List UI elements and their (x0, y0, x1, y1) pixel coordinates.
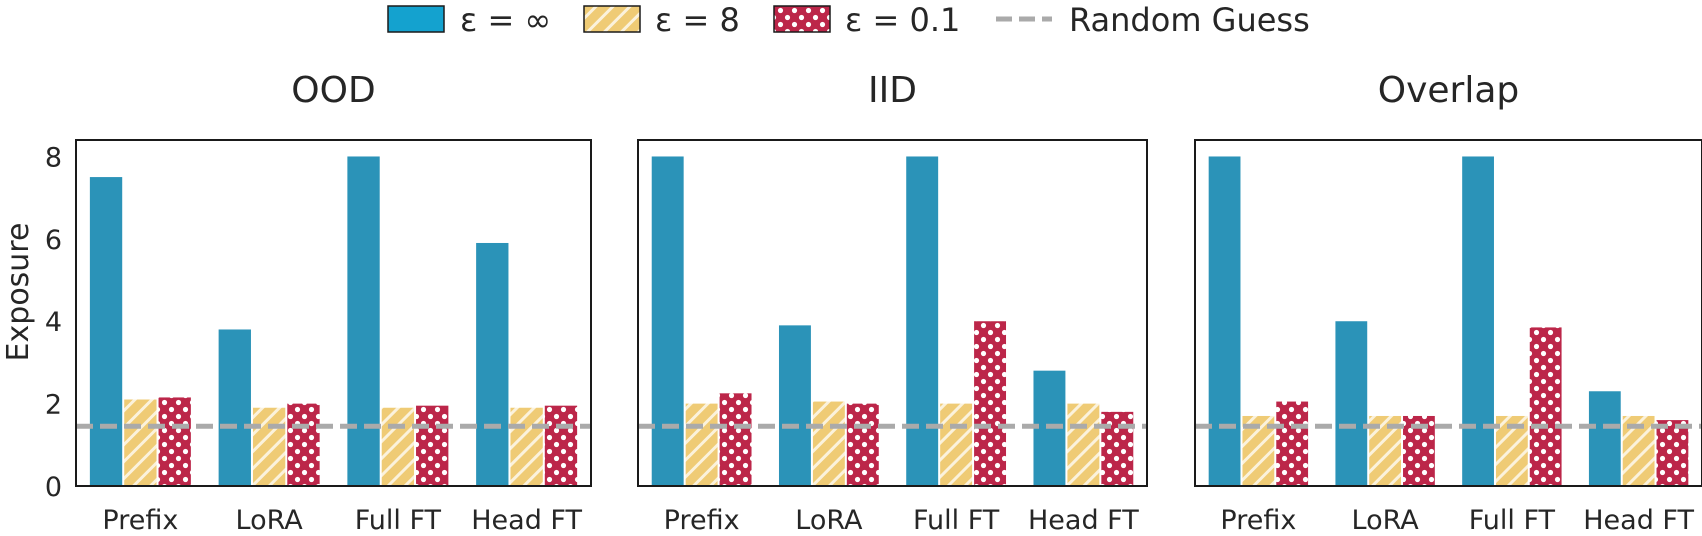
bar (906, 156, 939, 486)
x-tick-label: Prefix (1220, 505, 1296, 536)
x-tick-label: LoRA (795, 505, 863, 536)
legend-entry: ε = 8 (583, 1, 740, 39)
legend-entry: ε = 0.1 (773, 1, 960, 39)
legend-entry: Random Guess (996, 1, 1310, 39)
axes-frame (75, 139, 592, 487)
bar (544, 405, 578, 486)
bar (218, 329, 251, 486)
x-tick-label: Prefix (102, 505, 178, 536)
axes-frame (1194, 139, 1702, 487)
x-tick-label: Full FT (913, 505, 1000, 536)
bar (510, 407, 543, 486)
x-tick-label: LoRA (236, 505, 304, 536)
legend-swatch (583, 5, 641, 33)
bar (158, 397, 191, 486)
x-tick-label: Full FT (355, 505, 442, 536)
y-axis-label: Exposure (1, 223, 36, 362)
panel-title: Overlap (1378, 70, 1520, 111)
panel: Overlap Prefix LoRA Full FT Head FT (1194, 70, 1702, 536)
y-tick-label: 6 (45, 225, 62, 256)
bar (778, 325, 811, 486)
bar (974, 321, 1007, 486)
bar (1276, 401, 1309, 486)
legend-label: ε = 0.1 (845, 1, 960, 39)
panel: IID Prefix LoRA Full FT Head FT (637, 70, 1148, 536)
bar (1588, 391, 1621, 486)
bar (124, 399, 157, 486)
panels: OOD Prefix LoRA Full FT Head FT 0 2 4 6 8 IID Prefi… (45, 70, 1702, 536)
x-tick-label: Head FT (471, 505, 582, 536)
bar (1335, 321, 1368, 486)
y-tick-label: 0 (45, 472, 62, 503)
bar (1208, 156, 1241, 486)
bar (381, 407, 415, 486)
legend-label: ε = ∞ (460, 1, 551, 39)
x-tick-label: Head FT (1583, 505, 1694, 536)
bar (812, 401, 845, 486)
bar (476, 242, 509, 486)
y-tick-label: 8 (45, 142, 62, 173)
bar (846, 403, 879, 486)
bar (1101, 411, 1134, 486)
panel: OOD Prefix LoRA Full FT Head FT 0 2 4 6 8 (45, 70, 592, 536)
legend: ε = ∞ ε = 8 ε = 0.1 Random Guess (387, 1, 1310, 39)
x-tick-label: LoRA (1352, 505, 1420, 536)
x-tick-label: Head FT (1028, 505, 1139, 536)
bar (651, 156, 684, 486)
bar (287, 403, 320, 486)
legend-label: Random Guess (1069, 1, 1310, 39)
bar (416, 405, 449, 486)
bar (1529, 327, 1562, 486)
panel-title: IID (868, 70, 917, 111)
axes-frame (637, 139, 1148, 487)
bar (252, 407, 286, 486)
legend-entry: ε = ∞ (387, 1, 551, 39)
y-tick-label: 4 (45, 307, 62, 338)
bar (1462, 156, 1494, 486)
bar (940, 403, 973, 486)
legend-label: ε = 8 (655, 1, 740, 39)
bar (719, 393, 752, 486)
legend-swatch (387, 5, 445, 33)
x-tick-label: Full FT (1469, 505, 1556, 536)
bar (1656, 420, 1689, 486)
legend-swatch (773, 5, 831, 33)
bar (685, 403, 718, 486)
bar (89, 177, 123, 487)
bar (1067, 403, 1100, 486)
x-tick-label: Prefix (664, 505, 740, 536)
bar (347, 156, 380, 486)
panel-title: OOD (291, 70, 375, 111)
y-tick-label: 2 (45, 390, 62, 421)
